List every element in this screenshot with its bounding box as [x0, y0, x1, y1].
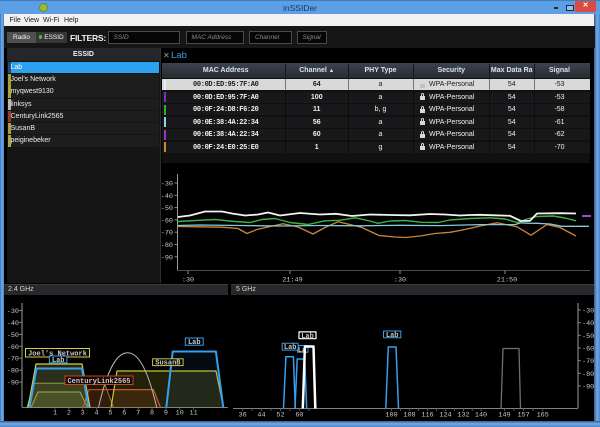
svg-text:-70: -70	[7, 356, 19, 364]
svg-text::30: :30	[182, 277, 194, 285]
svg-text:10: 10	[176, 410, 184, 418]
svg-text:157: 157	[517, 412, 529, 420]
svg-text:-30: -30	[161, 181, 173, 189]
svg-text:1: 1	[53, 410, 57, 418]
svg-text:124: 124	[439, 412, 451, 420]
svg-text:La: La	[298, 347, 307, 355]
svg-text:-60: -60	[161, 217, 173, 225]
svg-text:52: 52	[276, 412, 284, 420]
svg-text:5: 5	[108, 410, 112, 418]
svg-text:-90: -90	[161, 254, 173, 262]
svg-text:11: 11	[190, 410, 198, 418]
svg-text:Joel's Network: Joel's Network	[28, 351, 87, 359]
svg-text:CenturyLink2565: CenturyLink2565	[67, 378, 130, 386]
svg-text:-40: -40	[7, 320, 19, 328]
svg-text:116: 116	[421, 412, 433, 420]
svg-text:SusanB: SusanB	[155, 360, 181, 368]
svg-text:-50: -50	[161, 205, 173, 213]
svg-text:-60: -60	[7, 344, 19, 352]
svg-text:165: 165	[537, 412, 549, 420]
svg-text:21:49: 21:49	[282, 277, 302, 285]
svg-text:21:50: 21:50	[497, 277, 517, 285]
svg-text:-40: -40	[582, 320, 594, 328]
svg-text:140: 140	[475, 412, 487, 420]
svg-text:Lab: Lab	[52, 357, 65, 365]
svg-text:-40: -40	[161, 193, 173, 201]
svg-text:Lab: Lab	[301, 333, 314, 341]
svg-text:44: 44	[257, 412, 265, 420]
svg-text:-30: -30	[582, 308, 594, 316]
svg-text:-70: -70	[161, 230, 173, 238]
svg-text:4: 4	[95, 410, 99, 418]
svg-text:100: 100	[385, 412, 397, 420]
svg-text:9: 9	[164, 410, 168, 418]
svg-text:60: 60	[295, 412, 303, 420]
svg-text:8: 8	[150, 410, 154, 418]
svg-text:149: 149	[498, 412, 510, 420]
svg-text:-60: -60	[582, 346, 594, 354]
svg-text:-80: -80	[7, 368, 19, 376]
svg-text:-90: -90	[7, 380, 19, 388]
svg-text:Lab: Lab	[386, 332, 399, 340]
svg-text:Lab: Lab	[284, 344, 297, 352]
svg-text:-50: -50	[7, 332, 19, 340]
svg-text:-70: -70	[582, 358, 594, 366]
svg-text:132: 132	[457, 412, 469, 420]
svg-text:2: 2	[67, 410, 71, 418]
svg-text:-80: -80	[161, 242, 173, 250]
svg-text:-80: -80	[582, 371, 594, 379]
svg-text:108: 108	[403, 412, 415, 420]
svg-text:3: 3	[81, 410, 85, 418]
svg-text::30: :30	[394, 277, 406, 285]
svg-text:36: 36	[239, 412, 247, 420]
svg-text:6: 6	[122, 410, 126, 418]
svg-text:-90: -90	[582, 384, 594, 392]
svg-text:-50: -50	[582, 333, 594, 341]
svg-text:-30: -30	[7, 308, 19, 316]
svg-text:7: 7	[136, 410, 140, 418]
svg-text:Lab: Lab	[188, 339, 201, 347]
